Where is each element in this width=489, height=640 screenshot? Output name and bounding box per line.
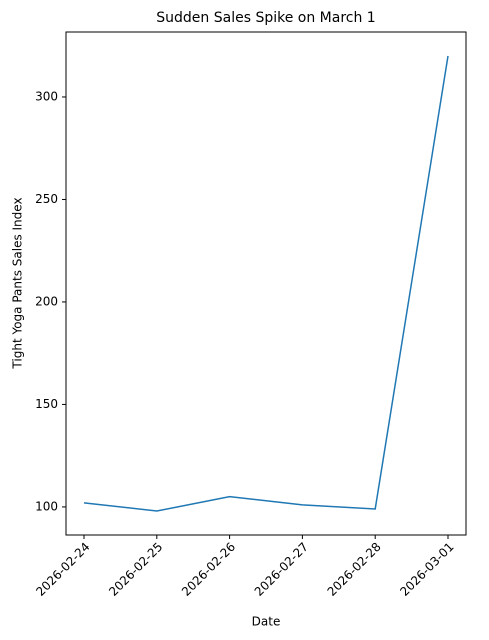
x-axis-label: Date [252,615,281,629]
axes-frame [65,31,467,536]
x-tick-label: 2026-02-27 [252,540,311,599]
chart-title: Sudden Sales Spike on March 1 [156,10,375,26]
x-tick-label: 2026-02-28 [325,540,384,599]
x-tick-label: 2026-02-25 [106,540,165,599]
y-tick-label: 300 [35,89,58,103]
y-tick-label: 150 [35,397,58,411]
x-tick-label: 2026-02-26 [179,540,238,599]
data-line [83,55,449,512]
y-tick-label: 250 [35,192,58,206]
y-tick-label: 200 [35,294,58,308]
x-tick-label: 2026-03-01 [397,540,456,599]
y-axis-label: Tight Yoga Pants Sales Index [11,197,25,369]
x-tick-label: 2026-02-24 [33,540,92,599]
y-tick-label: 100 [35,499,58,513]
